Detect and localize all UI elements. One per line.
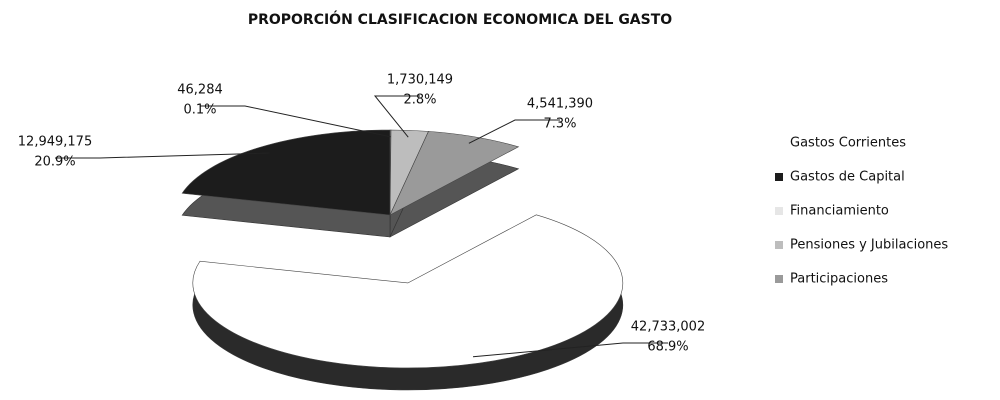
legend-label: Participaciones xyxy=(790,272,888,287)
legend-swatch xyxy=(775,139,783,147)
legend-swatch xyxy=(775,275,783,283)
data-label: 1,730,149 xyxy=(387,73,453,88)
data-label: 7.3% xyxy=(543,117,576,132)
data-label: 12,949,175 xyxy=(18,135,92,150)
slice xyxy=(192,214,624,369)
leader-line xyxy=(472,342,668,358)
legend-swatch xyxy=(775,173,783,181)
legend-label: Gastos Corrientes xyxy=(790,136,906,151)
slice xyxy=(389,131,520,216)
data-label: 4,541,390 xyxy=(527,97,593,112)
data-label: 46,284 xyxy=(177,83,223,98)
data-label: 2.8% xyxy=(403,93,436,108)
legend-label: Gastos de Capital xyxy=(790,170,905,185)
data-label: 0.1% xyxy=(183,103,216,118)
chart-title: PROPORCIÓN CLASIFICACION ECONOMICA DEL G… xyxy=(248,10,672,28)
legend-label: Pensiones y Jubilaciones xyxy=(790,238,948,253)
data-label: 42,733,002 xyxy=(631,320,705,335)
data-label: 68.9% xyxy=(647,340,688,355)
slice xyxy=(181,129,391,216)
leader-line xyxy=(373,95,420,138)
legend-label: Financiamiento xyxy=(790,204,889,219)
leader-line xyxy=(468,119,560,144)
leader-line xyxy=(200,105,391,138)
legend-swatch xyxy=(775,241,783,249)
leader-line xyxy=(55,152,270,159)
data-label: 20.9% xyxy=(34,155,75,170)
legend-swatch xyxy=(775,207,783,215)
